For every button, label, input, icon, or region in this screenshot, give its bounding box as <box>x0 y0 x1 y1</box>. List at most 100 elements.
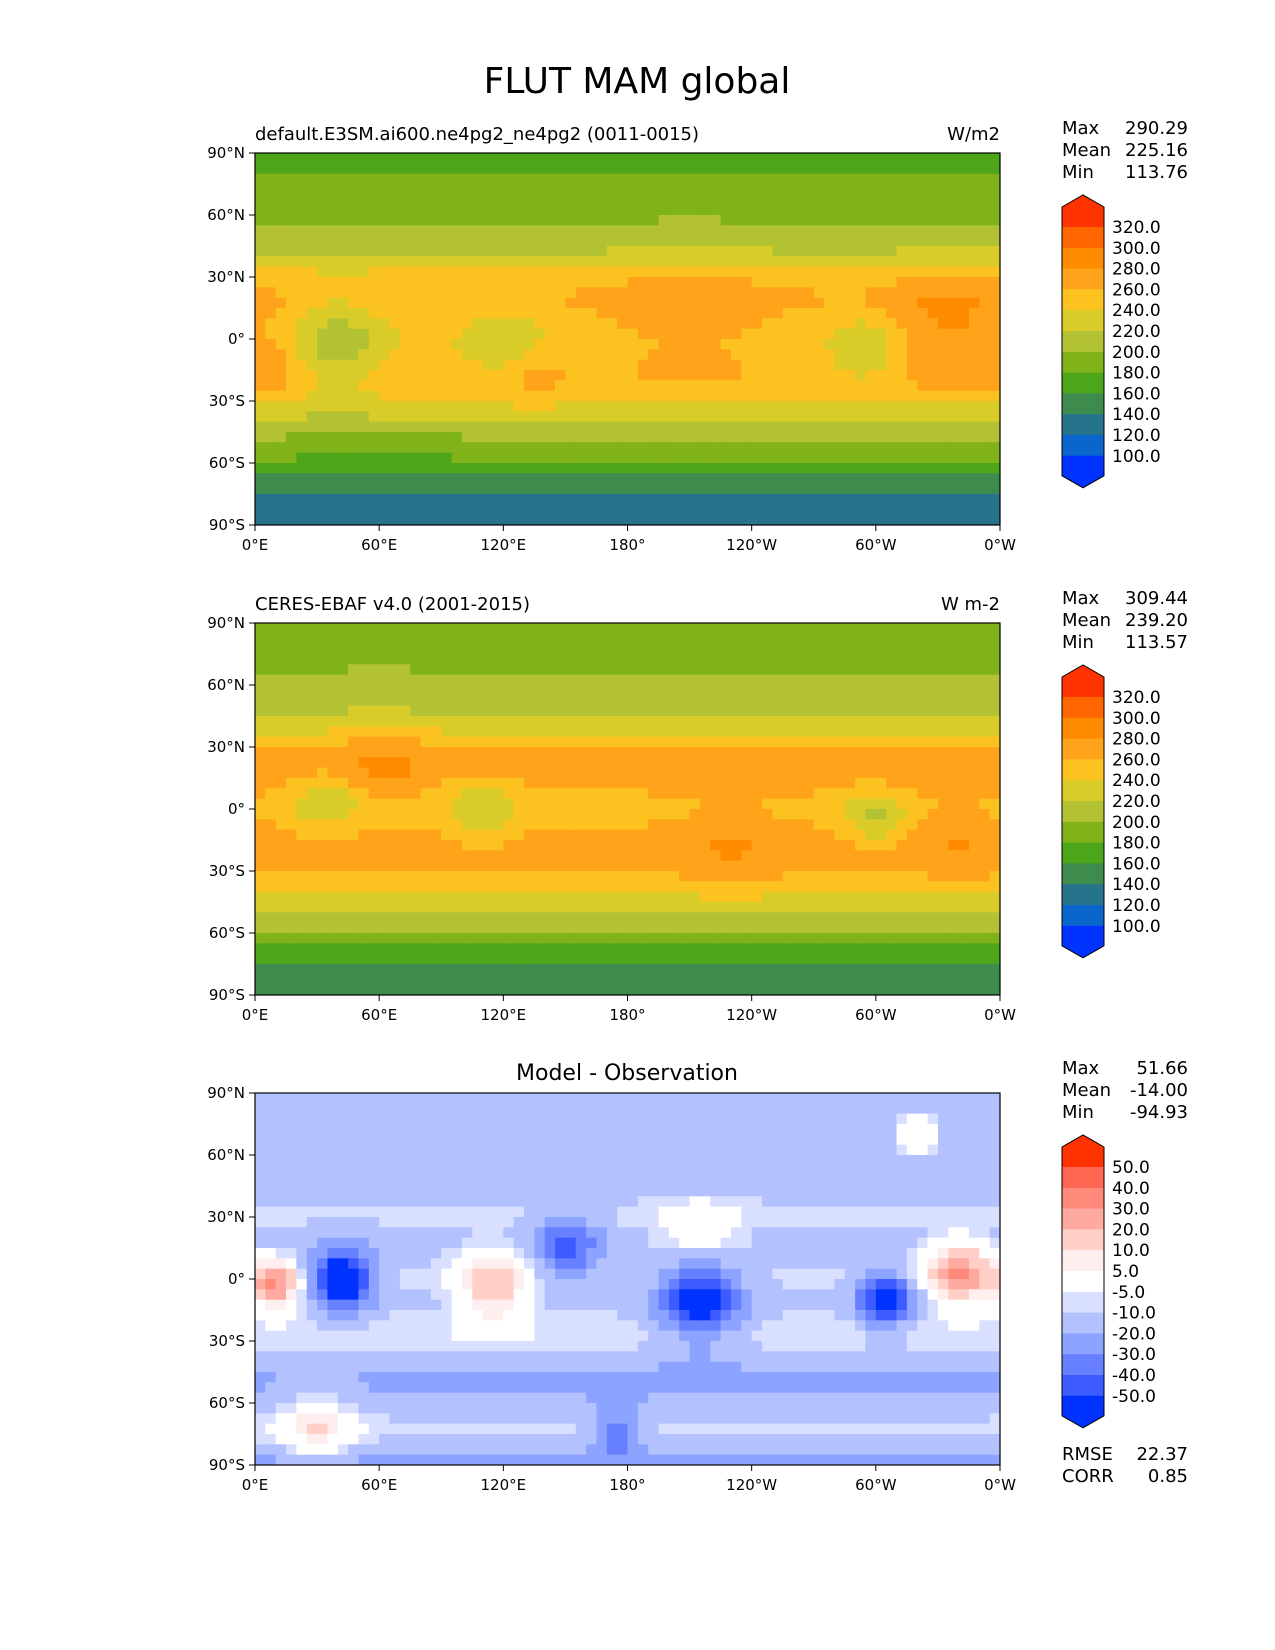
field-cell <box>348 664 360 676</box>
field-cell <box>441 246 453 257</box>
field-cell <box>524 225 535 237</box>
field-cell <box>875 922 887 934</box>
field-cell <box>534 463 546 474</box>
field-cell <box>658 184 670 195</box>
field-cell <box>337 504 349 516</box>
field-cell <box>348 297 360 309</box>
field-cell <box>741 674 753 686</box>
field-cell <box>565 809 577 820</box>
field-cell <box>648 695 660 707</box>
field-cell <box>917 256 929 268</box>
field-cell <box>637 871 649 882</box>
field-cell <box>503 643 515 655</box>
field-cell <box>834 390 846 402</box>
field-cell <box>637 463 649 474</box>
field-cell <box>399 819 411 831</box>
y-tick-label: 30°S <box>209 392 245 410</box>
field-cell <box>772 736 784 748</box>
field-cell <box>586 829 598 841</box>
field-cell <box>886 674 898 686</box>
field-cell <box>482 726 494 738</box>
field-cell <box>896 778 908 789</box>
field-cell <box>751 514 763 525</box>
field-cell <box>286 798 297 810</box>
field-cell <box>741 235 753 247</box>
field-cell <box>451 287 463 299</box>
field-cell <box>834 339 846 350</box>
field-cell <box>834 463 846 474</box>
field-cell <box>813 359 825 371</box>
field-cell <box>937 215 949 226</box>
field-cell <box>782 726 794 738</box>
field-cell <box>979 349 991 361</box>
field-cell <box>296 442 308 454</box>
field-cell <box>399 153 411 164</box>
field-cell <box>906 246 918 257</box>
field-cell <box>730 359 742 371</box>
field-cell <box>503 328 515 340</box>
field-cell <box>865 235 877 247</box>
field-cell <box>627 421 639 433</box>
field-cell <box>544 891 556 903</box>
field-cell <box>896 256 908 268</box>
field-cell <box>917 633 929 645</box>
field-cell <box>399 235 411 247</box>
field-cell <box>596 328 608 340</box>
field-cell <box>762 297 773 309</box>
field-cell <box>927 277 939 288</box>
field-cell <box>730 318 742 330</box>
field-cell <box>834 225 846 237</box>
field-cell <box>699 705 711 717</box>
field-cell <box>420 173 432 185</box>
panel-title-left: default.E3SM.ai600.ne4pg2_ne4pg2 (0011-0… <box>255 124 699 145</box>
field-cell <box>710 349 722 361</box>
field-cell <box>937 881 949 893</box>
field-cell <box>793 819 805 831</box>
field-cell <box>389 411 401 423</box>
field-cell <box>979 922 991 934</box>
field-cell <box>772 204 784 216</box>
field-cell <box>617 623 629 634</box>
field-cell <box>648 235 660 247</box>
field-cell <box>358 318 370 330</box>
field-cell <box>927 204 939 216</box>
field-cell <box>875 633 887 645</box>
field-cell <box>337 798 349 810</box>
field-cell <box>534 256 546 268</box>
field-cell <box>958 432 970 443</box>
field-cell <box>379 514 391 525</box>
field-cell <box>648 798 660 810</box>
field-cell <box>772 674 784 686</box>
field-cell <box>565 370 577 381</box>
field-cell <box>689 891 701 903</box>
field-cell <box>451 328 463 340</box>
field-cell <box>275 463 287 474</box>
field-cell <box>906 819 918 831</box>
field-cell <box>803 664 815 676</box>
field-cell <box>544 860 556 872</box>
field-cell <box>317 953 329 965</box>
field-cell <box>389 767 401 779</box>
field-cell <box>762 829 773 841</box>
field-cell <box>824 463 836 474</box>
field-cell <box>379 705 391 717</box>
field-cell <box>637 633 649 645</box>
field-cell <box>492 757 504 769</box>
field-cell <box>927 716 939 727</box>
field-cell <box>668 757 680 769</box>
field-cell <box>461 308 473 319</box>
field-cell <box>482 933 494 944</box>
field-cell <box>555 153 567 164</box>
field-cell <box>317 370 329 381</box>
field-cell <box>855 664 867 676</box>
field-cell <box>286 716 297 727</box>
field-cell <box>741 891 753 903</box>
field-cell <box>782 757 794 769</box>
field-cell <box>937 798 949 810</box>
field-cell <box>617 685 629 696</box>
field-cell <box>989 871 1000 882</box>
field-cell <box>762 633 773 645</box>
field-cell <box>358 235 370 247</box>
field-cell <box>896 514 908 525</box>
field-cell <box>420 349 432 361</box>
